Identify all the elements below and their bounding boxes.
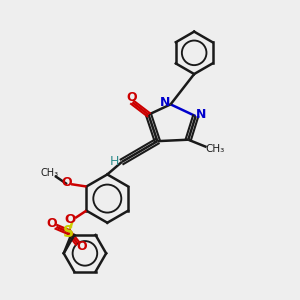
Text: O: O [65, 213, 76, 226]
Text: O: O [126, 91, 137, 104]
Text: O: O [62, 176, 72, 190]
Text: O: O [46, 218, 57, 230]
Text: S: S [63, 225, 74, 240]
Text: H: H [110, 155, 119, 168]
Text: CH₃: CH₃ [205, 143, 224, 154]
Text: CH₃: CH₃ [41, 168, 59, 178]
Text: O: O [77, 240, 87, 254]
Text: N: N [160, 96, 170, 110]
Text: N: N [196, 108, 206, 121]
